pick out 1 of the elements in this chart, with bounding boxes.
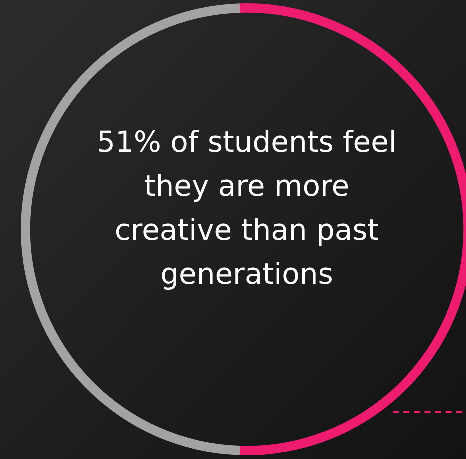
text: 51% of students feel they are more creative than past generations [97, 124, 397, 293]
